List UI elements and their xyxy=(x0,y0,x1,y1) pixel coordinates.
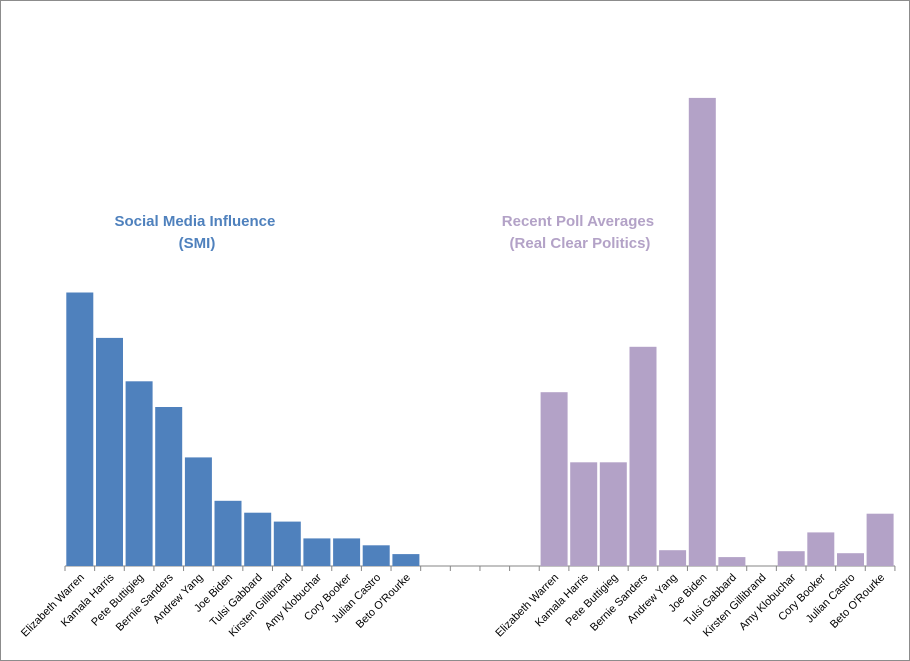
bars xyxy=(66,97,894,567)
series-0-title-line-2: (SMI) xyxy=(179,235,216,252)
bar-series-1-11 xyxy=(866,513,894,566)
bar-series-1-5 xyxy=(688,97,716,567)
bar-series-1-10 xyxy=(837,553,864,566)
bar-series-0-2 xyxy=(125,381,153,566)
series-0-title-line-1: Social Media Influence xyxy=(114,213,275,230)
bar-series-0-4 xyxy=(184,457,212,566)
bar-series-0-5 xyxy=(214,500,242,566)
bar-series-1-6 xyxy=(718,557,746,566)
bar-series-0-10 xyxy=(362,545,390,566)
bar-series-0-9 xyxy=(333,538,361,567)
bar-series-1-1 xyxy=(570,462,598,566)
bar-series-0-6 xyxy=(244,512,272,566)
bar-series-1-3 xyxy=(629,346,657,566)
bar-series-0-11 xyxy=(392,554,420,566)
tick-label-series-1-11: Beto O'Rourke xyxy=(828,572,887,631)
bar-series-0-8 xyxy=(303,538,331,567)
bar-series-1-0 xyxy=(540,392,568,566)
bar-series-1-4 xyxy=(659,550,687,566)
bar-series-0-3 xyxy=(155,407,183,566)
x-axis-ticks xyxy=(64,566,896,571)
bar-series-0-0 xyxy=(66,292,94,566)
bar-series-0-7 xyxy=(273,521,301,566)
bar-series-0-1 xyxy=(96,337,123,566)
series-1-title-line-2: (Real Clear Politics) xyxy=(510,235,651,252)
tick-label-series-0-11: Beto O'Rourke xyxy=(354,572,413,631)
series-1-title: Recent Poll Averages (Real Clear Politic… xyxy=(502,213,658,252)
bar-series-1-8 xyxy=(777,551,805,566)
bar-series-1-9 xyxy=(807,532,835,566)
series-1-title-line-1: Recent Poll Averages xyxy=(502,213,654,230)
bar-series-1-2 xyxy=(599,462,627,566)
series-0-title: Social Media Influence (SMI) xyxy=(114,213,279,252)
